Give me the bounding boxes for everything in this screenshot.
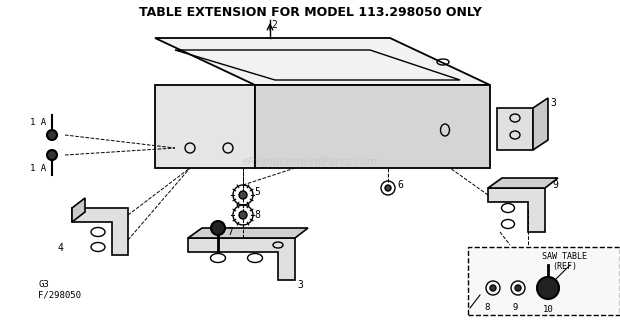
Text: eReplacementParts.com: eReplacementParts.com: [242, 157, 378, 167]
Circle shape: [537, 277, 559, 299]
Text: 5: 5: [254, 187, 260, 197]
FancyBboxPatch shape: [468, 247, 620, 315]
Text: 2: 2: [271, 20, 277, 30]
Circle shape: [385, 185, 391, 191]
Polygon shape: [72, 198, 85, 222]
Polygon shape: [188, 238, 295, 280]
Text: 8: 8: [254, 210, 260, 220]
Polygon shape: [155, 38, 490, 85]
Text: 7: 7: [227, 227, 233, 237]
Circle shape: [515, 285, 521, 291]
Polygon shape: [188, 228, 308, 238]
Text: 1 A: 1 A: [30, 163, 46, 172]
Polygon shape: [488, 178, 558, 188]
Circle shape: [239, 211, 247, 219]
Circle shape: [490, 285, 496, 291]
Polygon shape: [155, 85, 255, 168]
Polygon shape: [255, 85, 490, 168]
Polygon shape: [533, 98, 548, 150]
Polygon shape: [488, 188, 545, 232]
Circle shape: [47, 150, 57, 160]
Text: TABLE EXTENSION FOR MODEL 113.298050 ONLY: TABLE EXTENSION FOR MODEL 113.298050 ONL…: [138, 5, 482, 18]
Text: G3
F/298050: G3 F/298050: [38, 280, 81, 299]
Text: SAW TABLE
(REF): SAW TABLE (REF): [542, 252, 588, 271]
Polygon shape: [497, 108, 533, 150]
Text: 9: 9: [552, 180, 558, 190]
Text: 3: 3: [297, 280, 303, 290]
Text: 1 A: 1 A: [30, 118, 46, 127]
Text: 10: 10: [542, 306, 554, 315]
Text: 4: 4: [57, 243, 63, 253]
Text: 3: 3: [550, 98, 556, 108]
Polygon shape: [72, 208, 128, 255]
Text: 9: 9: [512, 304, 518, 312]
Circle shape: [239, 191, 247, 199]
Text: 6: 6: [397, 180, 403, 190]
Circle shape: [211, 221, 225, 235]
Circle shape: [47, 130, 57, 140]
Text: 8: 8: [484, 304, 490, 312]
